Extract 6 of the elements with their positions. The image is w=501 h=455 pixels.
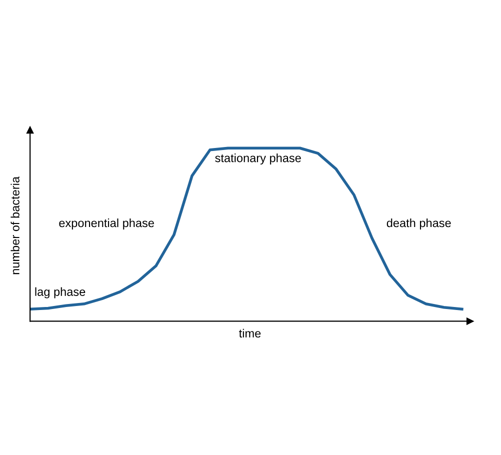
annotation: exponential phase — [59, 218, 154, 230]
y-axis-title: number of bacteria — [10, 176, 20, 274]
annotation: death phase — [386, 218, 451, 230]
annotation: stationary phase — [215, 154, 301, 165]
annotation: lag phase — [35, 287, 86, 298]
x-axis-title: time — [239, 328, 261, 338]
